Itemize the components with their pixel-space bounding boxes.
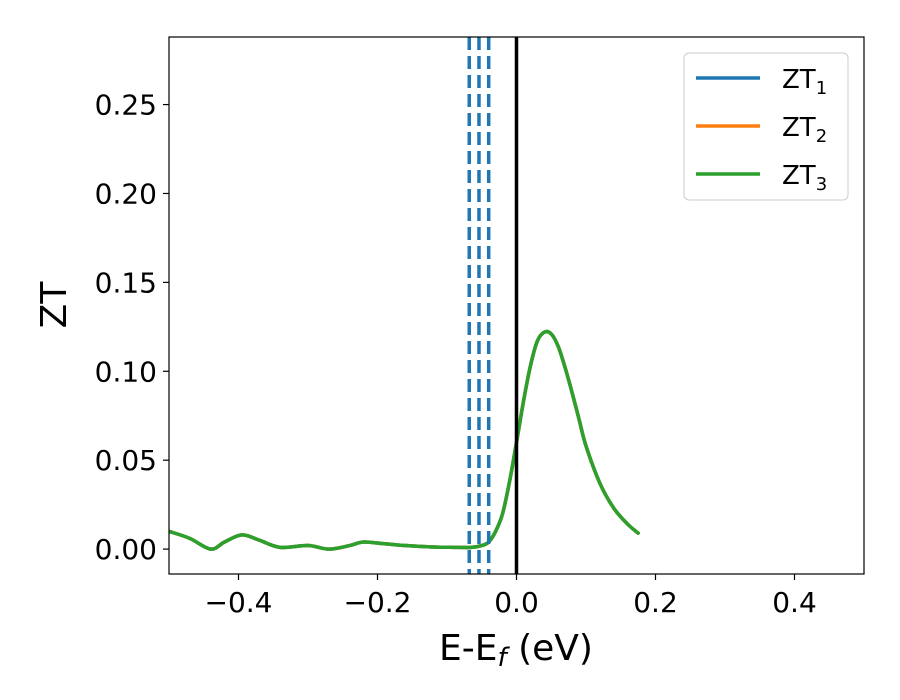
- x-tick-label: 0.4: [772, 586, 817, 619]
- y-tick-label: 0.00: [95, 533, 157, 566]
- y-tick-label: 0.25: [95, 89, 157, 122]
- legend-label-zt2: ZT2: [782, 113, 827, 147]
- x-axis-title-unit: (eV): [507, 628, 593, 669]
- legend: ZT1 ZT2 ZT3: [683, 52, 849, 201]
- series-line-zt2: [169, 329, 640, 551]
- x-tick-label: −0.4: [205, 586, 273, 619]
- y-tick-label: 0.10: [95, 355, 157, 388]
- x-tick-label: 0.0: [494, 586, 539, 619]
- series-line-zt3: [169, 329, 640, 551]
- x-axis-title: E-Ef (eV): [439, 628, 593, 673]
- x-axis-title-main: E-E: [439, 628, 497, 669]
- x-tick-label: −0.2: [344, 586, 412, 619]
- y-tick-label: 0.20: [95, 177, 157, 210]
- y-tick-label: 0.15: [95, 266, 157, 299]
- legend-label-zt3: ZT3: [782, 161, 827, 195]
- y-tick-label: 0.05: [95, 444, 157, 477]
- series-line-zt1: [169, 329, 640, 551]
- x-tick-label: 0.2: [633, 586, 678, 619]
- y-axis-title: ZT: [34, 281, 75, 329]
- legend-label-zt1: ZT1: [782, 65, 827, 99]
- legend-frame: [683, 52, 849, 201]
